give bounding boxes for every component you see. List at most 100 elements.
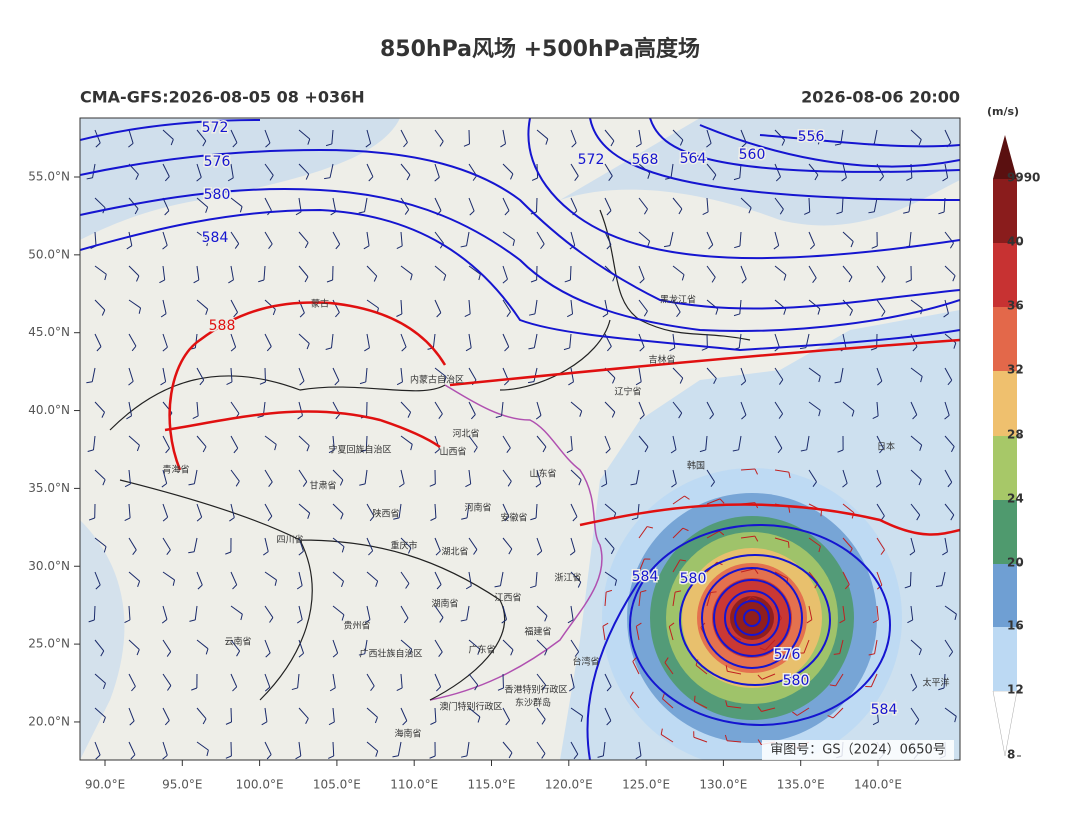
barb [94,606,95,620]
lon-label: 115.0°E [468,778,516,792]
place-label: 甘肃省 [309,480,336,492]
contour-label: 576 [204,154,231,170]
title: 850hPa风场 +500hPa高度场 [380,36,700,62]
lon-label: 140.0°E [854,778,902,792]
place-label: 台湾省 [572,656,599,668]
place-label: 湖北省 [441,546,468,558]
subtitle-right: 2026-08-06 20:00 [801,88,960,107]
colorbar-label: 16 [1007,619,1024,633]
colorbar-unit: (m/s) [987,105,1019,118]
contour-label: 564 [680,151,707,167]
contour-label: 584 [871,702,898,718]
place-label: 广东省 [468,644,495,656]
contour-label: 576 [774,647,801,663]
lat-label: 45.0°N [28,325,70,339]
contour-label: 572 [578,152,605,168]
contour-label: 584 [632,569,659,585]
lat-label: 20.0°N [28,714,70,728]
contour-label: 584 [202,230,229,246]
lat-label: 30.0°N [28,559,70,573]
barb-flag [694,696,695,702]
place-label: 浙江省 [554,572,581,584]
place-label: 东沙群岛 [515,697,551,709]
colorbar-segment [993,243,1017,307]
place-label: 贵州省 [343,620,370,632]
lon-label: 120.0°E [545,778,593,792]
place-label: 青海省 [162,464,189,476]
lat-label: 25.0°N [28,637,70,651]
approval: 审图号：GS（2024）0650号 [770,743,946,758]
place-label: 湖南省 [431,598,458,610]
colorbar-segment [993,307,1017,371]
contour-label: 580 [680,571,707,587]
place-label: 日本 [877,441,895,453]
place-label: 海南省 [394,728,421,740]
place-label: 四川省 [276,534,303,546]
contour-label: 568 [632,152,659,168]
contour-label: 580 [204,187,231,203]
place-label: 宁夏回族自治区 [328,444,391,456]
place-label: 山西省 [439,446,466,458]
lon-label: 105.0°E [313,778,361,792]
colorbar-label: 9990 [1007,171,1040,185]
place-label: 太平洋 [922,677,949,689]
place-label: 河北省 [452,428,479,440]
place-label: 香港特别行政区 [504,684,567,696]
place-label: 江西省 [494,592,521,604]
barb-flag [821,510,822,516]
place-label: 辽宁省 [614,386,641,398]
colorbar-segment [993,436,1017,500]
place-label: 福建省 [524,626,551,638]
lon-label: 135.0°E [777,778,825,792]
place-label: 云南省 [224,636,251,648]
place-label: 蒙古 [311,298,329,310]
colorbar-label: 32 [1007,363,1024,377]
colorbar-label: 40 [1007,235,1024,249]
lon-label: 90.0°E [85,778,125,792]
lon-label: 125.0°E [622,778,670,792]
colorbar-label: 12 [1007,683,1024,697]
colorbar-label: 24 [1007,492,1024,506]
lat-label: 40.0°N [28,403,70,417]
colorbar-label: 20 [1007,556,1024,570]
barb-flag [711,592,717,593]
lat-label: 50.0°N [28,247,70,261]
colorbar-label: 36 [1007,299,1024,313]
contour-label: 580 [783,673,810,689]
contour-label: 588 [209,318,236,334]
place-label: 黑龙江省 [660,294,696,306]
place-label: 广西壮族自治区 [359,648,422,660]
barb [570,266,571,280]
contour-label: 556 [798,129,825,145]
place-label: 内蒙古自治区 [410,374,464,386]
place-label: 山东省 [529,468,556,480]
colorbar-segment [993,691,1017,756]
colorbar-segment [993,500,1017,564]
place-label: 澳门特别行政区 [439,701,502,713]
place-label: 吉林省 [648,354,675,366]
colorbar-segment [993,371,1017,436]
barb-flag [788,542,789,548]
lat-label: 55.0°N [28,170,70,184]
barb [910,572,911,586]
lat-label: 35.0°N [28,481,70,495]
subtitle-left: CMA-GFS:2026-08-05 08 +036H [80,88,365,107]
place-label: 河南省 [464,502,491,514]
colorbar-segment [993,179,1017,243]
contour-label: 572 [202,120,229,136]
typhoon-band [730,596,774,640]
colorbar-label: 8 [1007,748,1015,762]
colorbar-label: 28 [1007,428,1024,442]
place-label: 安徽省 [500,512,527,524]
place-label: 韩国 [687,460,705,472]
lon-label: 95.0°E [162,778,202,792]
lon-label: 130.0°E [699,778,747,792]
barb [809,198,810,212]
lon-label: 110.0°E [390,778,438,792]
place-label: 重庆市 [390,540,417,552]
colorbar-segment [993,627,1017,691]
place-label: 陕西省 [372,508,399,520]
lon-label: 100.0°E [236,778,284,792]
